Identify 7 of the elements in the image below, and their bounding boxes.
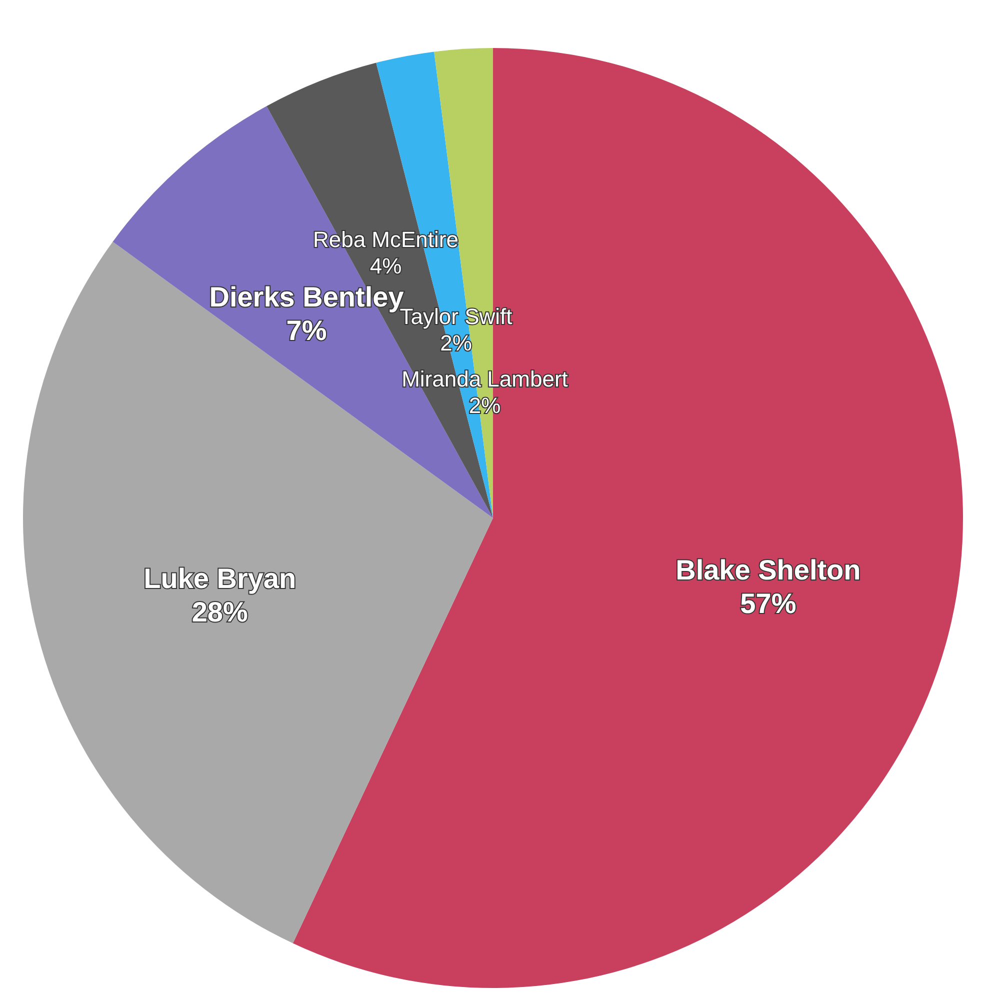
data-label: 2% — [468, 393, 501, 418]
slice-label: Luke Bryan — [144, 563, 296, 594]
data-label: 4% — [370, 253, 402, 278]
slice-label: Blake Shelton — [676, 554, 861, 586]
data-label: 7% — [286, 315, 327, 346]
data-label: 28% — [192, 596, 248, 628]
data-label: 57% — [740, 588, 796, 620]
